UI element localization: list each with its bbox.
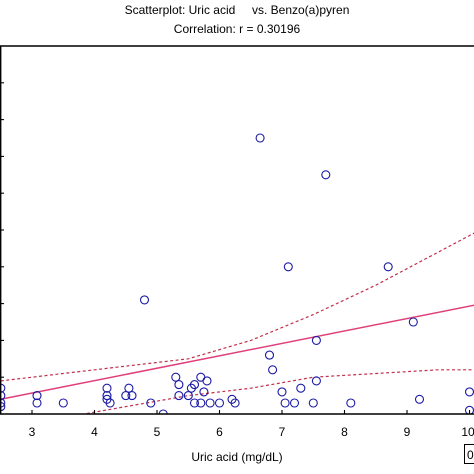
data-point-33 bbox=[264, 350, 275, 360]
x-tick-label-4: 7 bbox=[279, 425, 286, 439]
data-point-35 bbox=[277, 387, 287, 397]
data-point-11 bbox=[121, 391, 131, 401]
data-point-37 bbox=[283, 262, 293, 272]
x-tick-label-6: 9 bbox=[404, 425, 411, 439]
data-point-22 bbox=[189, 380, 200, 390]
corner-value-box: 0 bbox=[464, 444, 474, 464]
data-point-43 bbox=[321, 170, 331, 180]
data-point-10 bbox=[105, 398, 115, 408]
data-point-19 bbox=[174, 391, 184, 401]
data-point-27 bbox=[202, 376, 212, 386]
x-axis-label: Uric acid (mg/dL) bbox=[191, 450, 283, 464]
x-tick-label-2: 5 bbox=[154, 425, 161, 439]
data-point-28 bbox=[205, 398, 215, 408]
data-point-16 bbox=[158, 409, 168, 414]
regression-line bbox=[0, 304, 474, 401]
data-point-41 bbox=[311, 376, 321, 386]
chart-title: Scatterplot: Uric acid vs. Benzo(a)pyren bbox=[124, 3, 350, 17]
data-point-18 bbox=[174, 380, 184, 390]
data-point-24 bbox=[196, 398, 206, 408]
data-point-39 bbox=[296, 383, 306, 393]
data-points bbox=[0, 133, 474, 414]
data-point-20 bbox=[183, 391, 193, 401]
data-point-29 bbox=[214, 398, 225, 408]
data-point-14 bbox=[139, 295, 150, 305]
data-point-47 bbox=[414, 394, 425, 404]
data-point-13 bbox=[127, 391, 137, 401]
data-point-42 bbox=[311, 335, 321, 345]
data-point-26 bbox=[199, 387, 209, 397]
x-tick-label-5: 8 bbox=[341, 425, 348, 439]
data-point-23 bbox=[189, 398, 200, 408]
data-point-38 bbox=[289, 398, 300, 408]
data-point-8 bbox=[102, 391, 112, 401]
ci-lower-line bbox=[80, 369, 474, 414]
data-point-32 bbox=[255, 133, 265, 143]
data-point-48 bbox=[464, 387, 474, 397]
x-tick-label-1: 4 bbox=[91, 425, 98, 439]
data-point-17 bbox=[171, 372, 181, 382]
ci-upper-line bbox=[0, 232, 474, 382]
data-point-45 bbox=[383, 262, 393, 272]
data-point-15 bbox=[146, 398, 156, 408]
data-point-6 bbox=[58, 398, 68, 408]
data-point-40 bbox=[308, 398, 318, 408]
data-point-12 bbox=[124, 383, 134, 393]
fit-line bbox=[0, 304, 474, 401]
x-tick-label-3: 6 bbox=[216, 425, 223, 439]
data-point-36 bbox=[280, 398, 290, 408]
data-point-31 bbox=[230, 398, 240, 408]
data-point-44 bbox=[346, 398, 356, 408]
axes: 3 4 5 6 7 8 9 10 bbox=[0, 45, 474, 439]
data-point-5 bbox=[32, 391, 42, 401]
data-point-9 bbox=[102, 383, 112, 393]
x-tick-label-0: 3 bbox=[29, 425, 36, 439]
data-point-34 bbox=[268, 365, 278, 375]
confidence-band bbox=[0, 232, 474, 414]
x-tick-label-7: 10 bbox=[461, 425, 474, 439]
chart-subtitle: Correlation: r = 0.30196 bbox=[173, 22, 301, 36]
data-point-46 bbox=[408, 317, 418, 327]
data-point-4 bbox=[32, 398, 42, 408]
